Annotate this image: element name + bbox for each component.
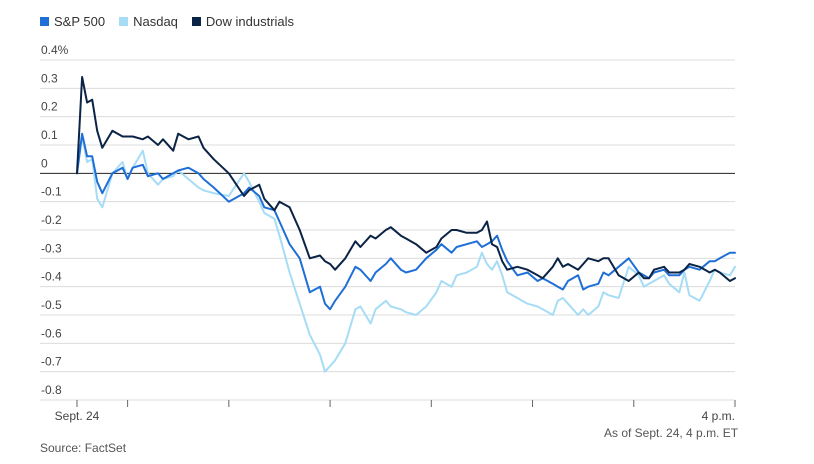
legend-label: S&P 500 (54, 14, 106, 29)
y-tick-label: -0.4 (41, 270, 62, 284)
legend-item: Dow industrials (191, 14, 295, 29)
legend-label: Nasdaq (133, 14, 178, 29)
as-of-timestamp: As of Sept. 24, 4 p.m. ET (604, 426, 739, 440)
y-tick-label: -0.3 (41, 241, 62, 255)
y-tick-label: -0.1 (41, 185, 62, 199)
y-tick-label: 0.4% (41, 43, 69, 57)
x-tick-label: Sept. 24 (55, 409, 100, 423)
legend-item: Nasdaq (119, 14, 178, 29)
y-tick-label: -0.5 (41, 298, 62, 312)
y-tick-label: 0.2 (41, 100, 58, 114)
legend-item: S&P 500 (40, 14, 105, 29)
series-line-dow-industrials (76, 76, 736, 282)
series-line-s-p-500 (76, 132, 736, 311)
source-note: Source: FactSet (40, 441, 127, 455)
legend-label: Dow industrials (205, 14, 295, 29)
y-tick-label: 0 (41, 156, 48, 170)
y-tick-label: 0.3 (41, 71, 58, 85)
y-tick-label: -0.7 (41, 355, 62, 369)
y-tick-label: -0.2 (41, 213, 62, 227)
series-line-nasdaq (76, 135, 736, 373)
legend-swatch (40, 17, 49, 26)
y-tick-label: -0.8 (41, 383, 62, 397)
y-tick-label: 0.1 (41, 128, 58, 142)
chart-legend: S&P 500 Nasdaq Dow industrials (40, 14, 294, 29)
legend-swatch (119, 17, 129, 26)
y-tick-label: -0.6 (41, 326, 62, 340)
x-tick-label: 4 p.m. (702, 409, 735, 423)
legend-swatch (191, 17, 201, 26)
